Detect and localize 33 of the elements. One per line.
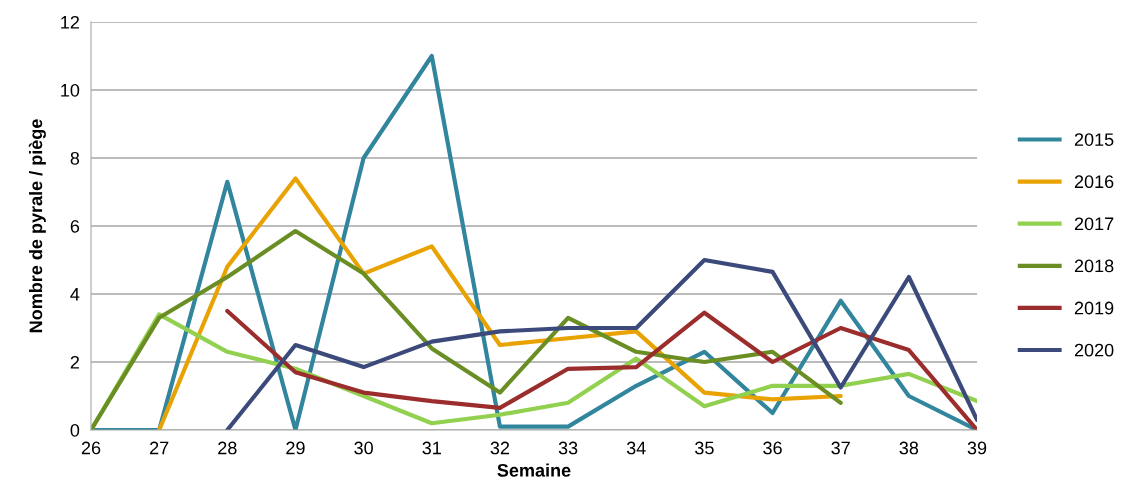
- x-tick-label: 29: [286, 441, 305, 455]
- x-tick-label: 36: [763, 441, 782, 455]
- legend-label: 2019: [1074, 301, 1114, 315]
- x-tick-label: 26: [81, 441, 101, 455]
- x-tick-label: 34: [626, 441, 646, 455]
- y-tick-label: 12: [61, 15, 79, 29]
- y-tick-label: 10: [61, 83, 80, 97]
- y-tick-label: 2: [70, 355, 79, 369]
- x-tick-label: 35: [695, 441, 714, 455]
- legend-label: 2016: [1074, 175, 1114, 189]
- legend-label: 2015: [1074, 133, 1114, 146]
- y-axis-title: Nombre de pyrale / piège: [28, 119, 46, 333]
- y-tick-label: 4: [70, 288, 80, 301]
- line-series: [157, 176, 843, 430]
- y-tick-label: 0: [70, 423, 80, 437]
- y-tick-label: 6: [70, 219, 80, 233]
- legend-label: 2018: [1074, 259, 1114, 273]
- x-axis-title: Semaine: [497, 463, 571, 477]
- x-tick-label: 31: [422, 441, 441, 455]
- x-tick-label: 37: [831, 441, 850, 455]
- x-tick-label: 39: [967, 441, 987, 455]
- x-tick-label: 27: [150, 441, 169, 455]
- x-tick-label: 33: [558, 441, 578, 455]
- x-tick-label: 28: [218, 441, 237, 455]
- line-series: [225, 308, 977, 430]
- x-tick-label: 38: [899, 441, 919, 455]
- x-tick-label: 30: [354, 441, 373, 455]
- line-series: [91, 229, 843, 430]
- y-tick-label: 8: [70, 151, 80, 165]
- x-tick-label: 32: [490, 441, 510, 455]
- line-series: [225, 257, 977, 430]
- legend-label: 2017: [1074, 217, 1114, 231]
- legend-label: 2020: [1074, 343, 1114, 357]
